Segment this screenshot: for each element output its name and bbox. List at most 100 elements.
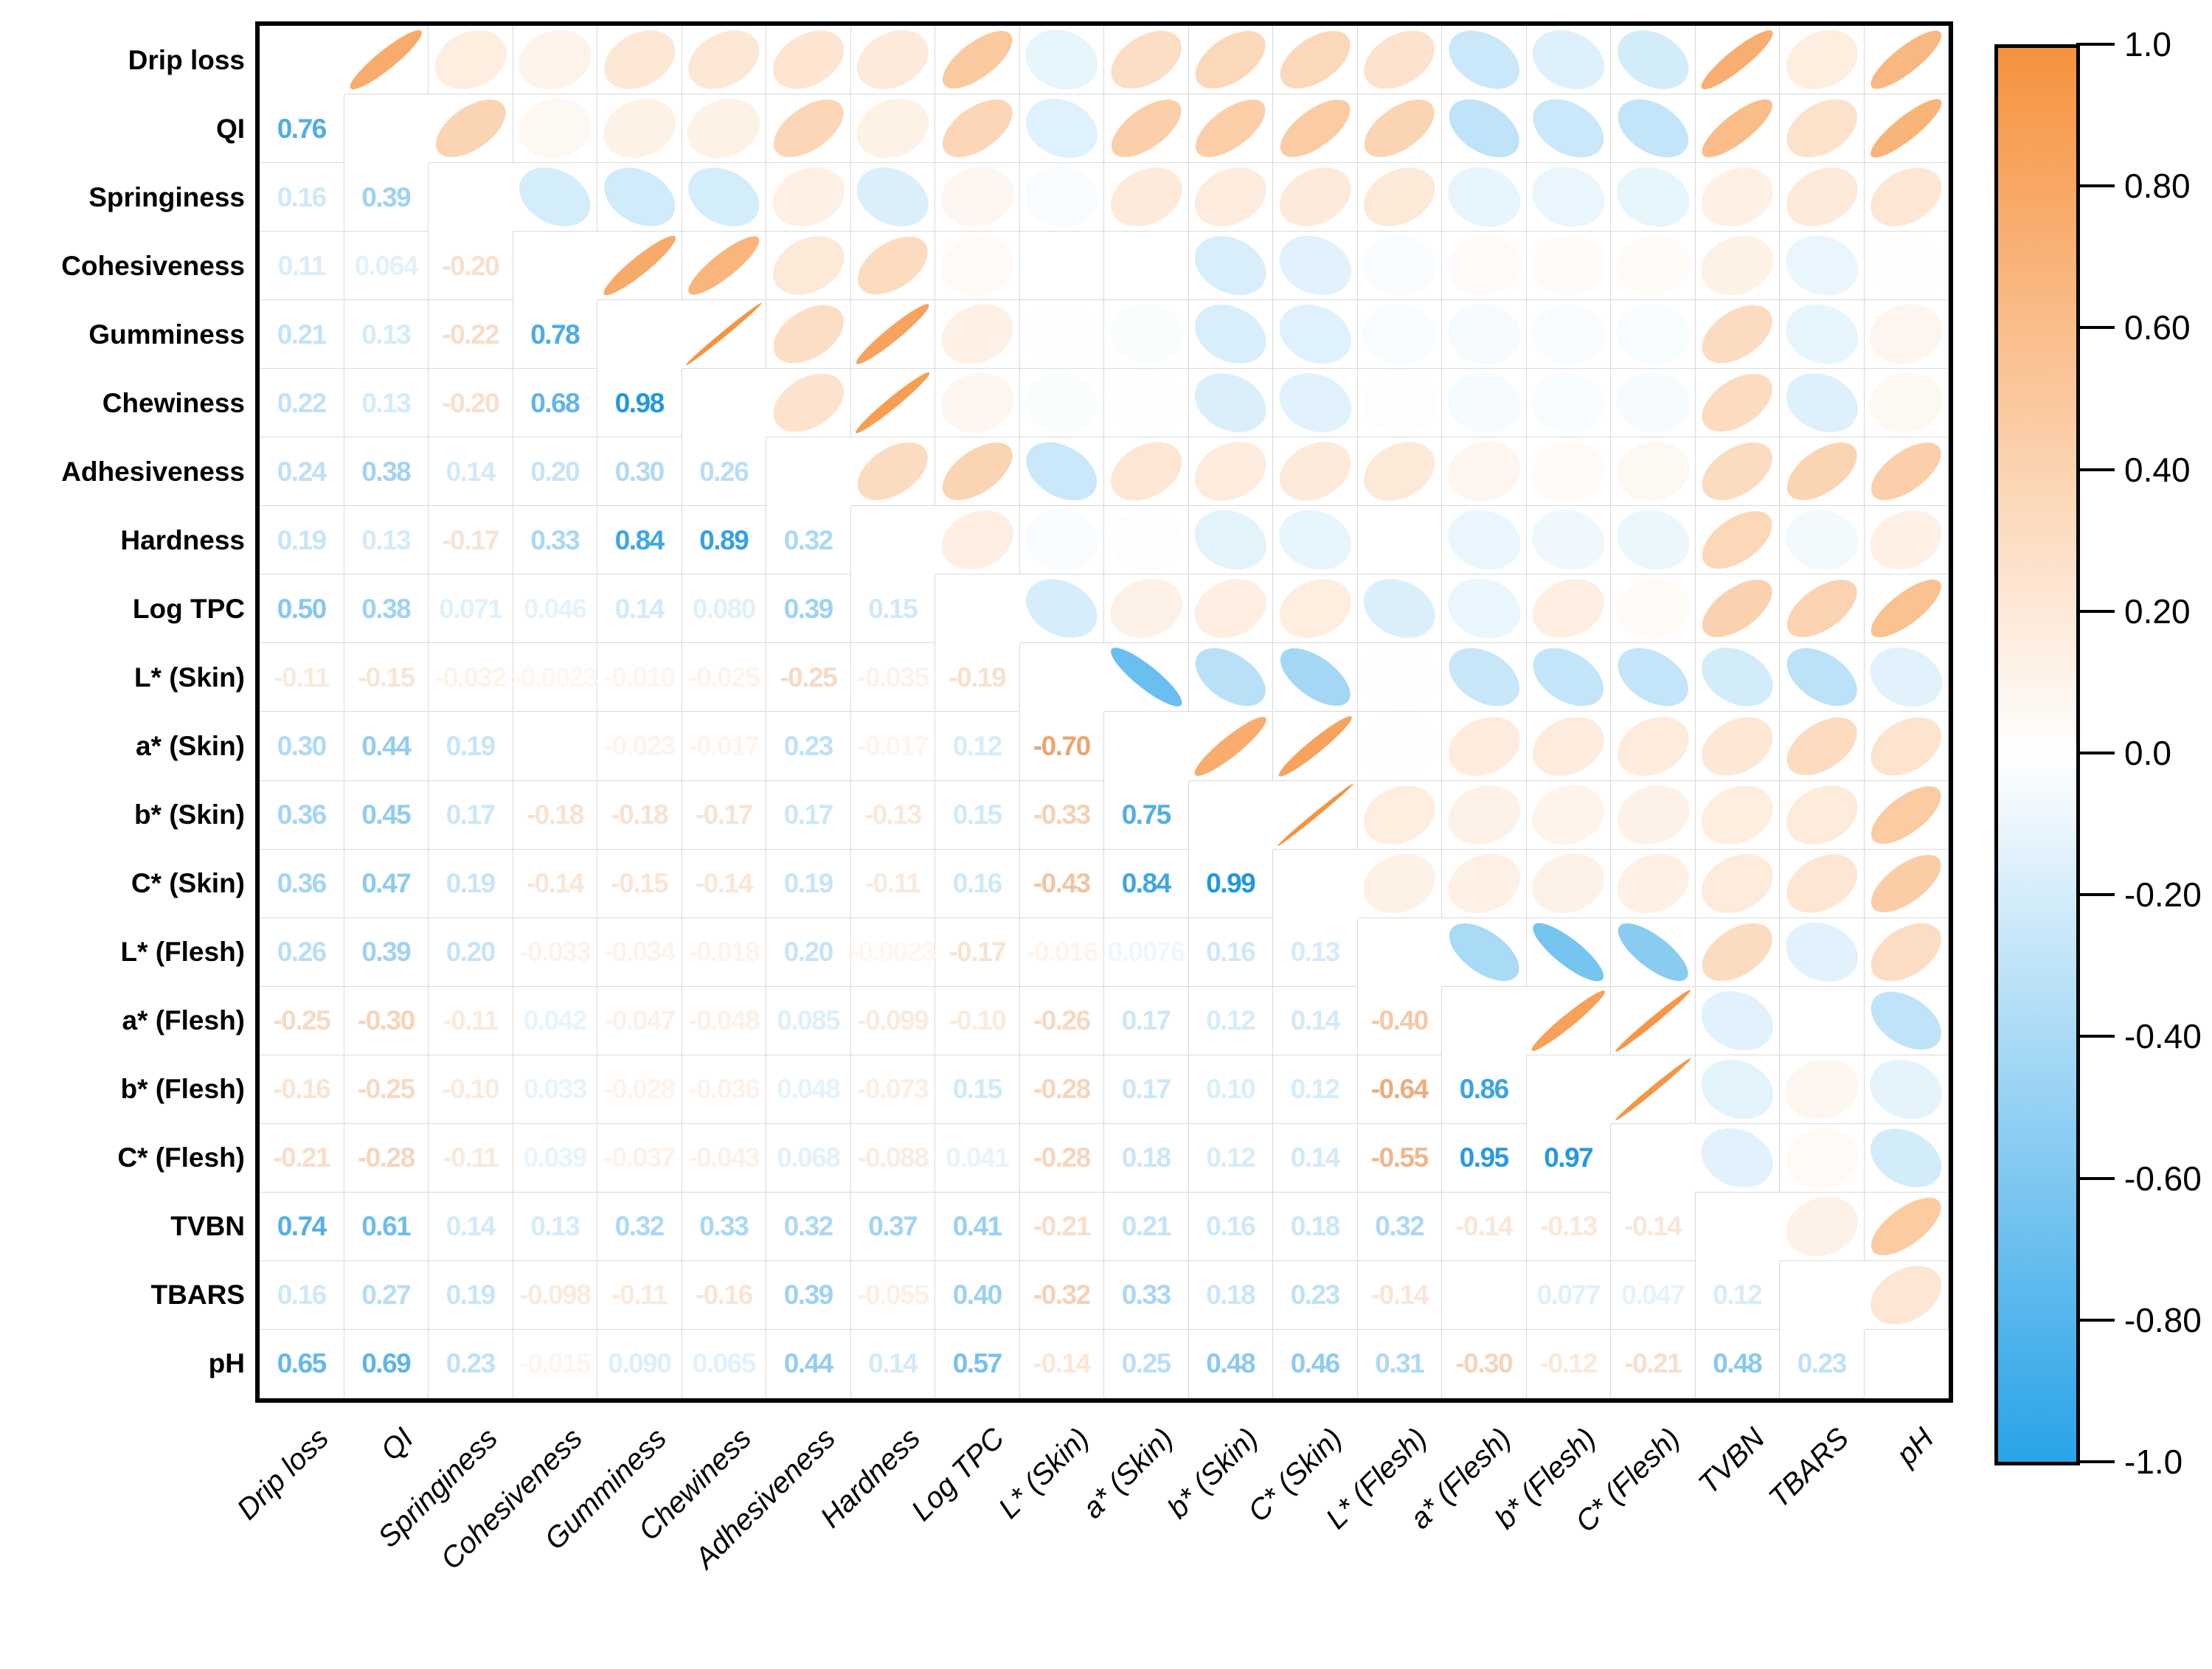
corr-value-cell-TVBN-vs-L* (Skin): -0.21 <box>1019 1192 1104 1261</box>
correlation-ellipse-icon <box>1532 579 1604 639</box>
y-axis-label-C* (Skin): C* (Skin) <box>131 868 245 899</box>
corr-value: -0.11 <box>611 1280 668 1311</box>
corr-value: 0.17 <box>1121 1005 1172 1036</box>
corr-value-cell-b* (Flesh)-vs-a* (Skin): 0.17 <box>1104 1055 1189 1124</box>
corr-ellipse-cell-Log TPC-vs-a* (Skin) <box>1104 575 1189 644</box>
correlation-ellipse-icon <box>1702 443 1772 501</box>
corr-value-cell-pH-vs-TVBN: 0.48 <box>1695 1329 1780 1398</box>
y-axis-label-Gumminess: Gumminess <box>89 319 245 350</box>
correlation-ellipse-icon <box>1617 30 1688 89</box>
corr-value: -0.18 <box>526 799 584 830</box>
corr-value: -0.55 <box>1370 1142 1429 1173</box>
corr-value: -0.017 <box>688 731 760 762</box>
corr-ellipse-cell-a* (Skin)-vs-L* (Flesh) <box>1357 712 1442 781</box>
correlation-ellipse-icon <box>856 167 929 226</box>
correlation-ellipse-icon <box>1616 441 1690 502</box>
corr-ellipse-cell-Springiness-vs-a* (Flesh) <box>1442 163 1527 232</box>
corr-value-cell-Chewiness-vs-QI: 0.13 <box>344 369 429 438</box>
corr-ellipse-cell-a* (Skin)-vs-b* (Flesh) <box>1526 712 1611 781</box>
corr-value-cell-b* (Skin)-vs-L* (Skin): -0.33 <box>1019 780 1104 850</box>
corr-value-cell-TBARS-vs-Cohesiveness: -0.098 <box>513 1260 597 1330</box>
corr-value: -0.023 <box>603 731 676 762</box>
correlation-ellipse-icon <box>1870 510 1942 570</box>
corr-ellipse-cell-Log TPC-vs-pH <box>1864 575 1949 644</box>
correlation-ellipse-icon <box>773 305 844 364</box>
corr-value-cell-L* (Skin)-vs-Drip loss: -0.11 <box>260 643 344 712</box>
correlation-ellipse-icon <box>1871 167 1942 226</box>
corr-value-cell-a* (Flesh)-vs-Gumminess: -0.047 <box>597 986 682 1055</box>
corr-value: 0.45 <box>361 799 412 830</box>
corr-value: -0.25 <box>273 1005 330 1036</box>
correlation-ellipse-icon <box>1871 443 1941 501</box>
corr-value: 0.23 <box>1290 1280 1341 1311</box>
corr-ellipse-cell-QI-vs-Log TPC <box>935 94 1020 164</box>
y-axis-label-a* (Flesh): a* (Flesh) <box>122 1005 245 1036</box>
correlation-ellipse-icon <box>1617 853 1689 913</box>
correlation-ellipse-icon <box>688 30 760 89</box>
correlation-ellipse-icon <box>1786 30 1858 89</box>
corr-ellipse-cell-Chewiness-vs-TBARS <box>1780 369 1865 438</box>
correlation-ellipse-icon <box>688 167 760 226</box>
corr-value-cell-a* (Skin)-vs-Gumminess: -0.023 <box>597 712 682 781</box>
correlation-ellipse-icon <box>1109 372 1183 434</box>
correlation-ellipse-icon <box>1277 783 1353 846</box>
correlation-ellipse-icon <box>1615 1058 1691 1120</box>
corr-value-cell-Gumminess-vs-Cohesiveness: 0.78 <box>513 300 597 369</box>
corr-ellipse-cell-Chewiness-vs-C* (Skin) <box>1273 369 1358 438</box>
corr-value-cell-b* (Flesh)-vs-QI: -0.25 <box>344 1055 429 1124</box>
corr-value: -0.10 <box>442 1074 499 1105</box>
correlation-ellipse-icon <box>1617 716 1689 776</box>
corr-value: -0.25 <box>780 662 837 693</box>
corr-value-cell-pH-vs-QI: 0.69 <box>344 1329 429 1398</box>
corr-ellipse-cell-QI-vs-C* (Flesh) <box>1611 94 1696 164</box>
corr-ellipse-cell-Drip loss-vs-L* (Flesh) <box>1357 26 1442 95</box>
corr-value: -0.18 <box>611 799 668 830</box>
corr-value-cell-C* (Flesh)-vs-Cohesiveness: 0.039 <box>513 1123 597 1193</box>
corr-value-cell-Log TPC-vs-QI: 0.38 <box>344 575 429 644</box>
corr-value-cell-a* (Skin)-vs-Adhesiveness: 0.23 <box>766 712 851 781</box>
corr-value-cell-C* (Skin)-vs-a* (Skin): 0.84 <box>1104 849 1189 918</box>
corr-value: 0.74 <box>277 1211 327 1242</box>
corr-value-cell-TVBN-vs-Hardness: 0.37 <box>850 1192 935 1261</box>
corr-ellipse-cell-Log TPC-vs-b* (Flesh) <box>1526 575 1611 644</box>
corr-ellipse-cell-Drip loss-vs-Chewiness <box>682 26 766 95</box>
corr-ellipse-cell-Hardness-vs-b* (Flesh) <box>1526 506 1611 575</box>
corr-ellipse-cell-a* (Skin)-vs-pH <box>1864 712 1949 781</box>
corr-ellipse-cell-Cohesiveness-vs-pH <box>1864 232 1949 301</box>
corr-ellipse-cell-Springiness-vs-C* (Flesh) <box>1611 163 1696 232</box>
corr-value: -0.16 <box>695 1280 753 1311</box>
corr-value: 0.47 <box>361 868 412 899</box>
corr-ellipse-cell-Cohesiveness-vs-a* (Flesh) <box>1442 232 1527 301</box>
correlation-ellipse-icon <box>1870 1059 1943 1120</box>
correlation-ellipse-icon <box>435 100 506 158</box>
correlation-ellipse-icon <box>1449 923 1519 981</box>
correlation-ellipse-icon <box>1871 717 1942 775</box>
correlation-ellipse-icon <box>1618 923 1688 981</box>
correlation-ellipse-icon <box>1449 99 1519 158</box>
corr-value-cell-TBARS-vs-b* (Skin): 0.18 <box>1188 1260 1273 1330</box>
corr-value: 0.98 <box>614 387 665 418</box>
corr-value: 0.13 <box>361 319 412 350</box>
corr-value-cell-Hardness-vs-Cohesiveness: 0.33 <box>513 506 597 575</box>
correlation-ellipse-icon <box>1531 304 1606 365</box>
corr-value: 0.10 <box>1206 1074 1256 1105</box>
correlation-ellipse-icon <box>942 100 1013 158</box>
corr-value-cell-C* (Flesh)-vs-a* (Flesh): 0.95 <box>1442 1123 1527 1193</box>
corr-value-cell-pH-vs-L* (Flesh): 0.31 <box>1357 1329 1442 1398</box>
corr-value: 0.16 <box>277 181 327 212</box>
corr-value: 0.18 <box>1121 1142 1172 1173</box>
corr-ellipse-cell-Gumminess-vs-b* (Skin) <box>1188 300 1273 369</box>
corr-value: 0.042 <box>523 1005 588 1036</box>
correlation-ellipse-icon <box>1194 579 1266 639</box>
corr-value-cell-Hardness-vs-Springiness: -0.17 <box>429 506 513 575</box>
corr-ellipse-cell-Log TPC-vs-L* (Skin) <box>1019 575 1104 644</box>
correlation-ellipse-icon <box>1025 99 1098 159</box>
correlation-ellipse-icon <box>1618 648 1688 707</box>
correlation-ellipse-icon <box>1279 579 1351 639</box>
corr-value-cell-Log TPC-vs-Springiness: 0.071 <box>429 575 513 644</box>
corr-ellipse-cell-Drip loss-vs-a* (Flesh) <box>1442 26 1527 95</box>
correlation-ellipse-icon <box>1786 854 1857 913</box>
correlation-ellipse-icon <box>856 304 929 364</box>
corr-value-cell-pH-vs-Hardness: 0.14 <box>850 1329 935 1398</box>
correlation-ellipse-icon <box>1448 853 1520 913</box>
